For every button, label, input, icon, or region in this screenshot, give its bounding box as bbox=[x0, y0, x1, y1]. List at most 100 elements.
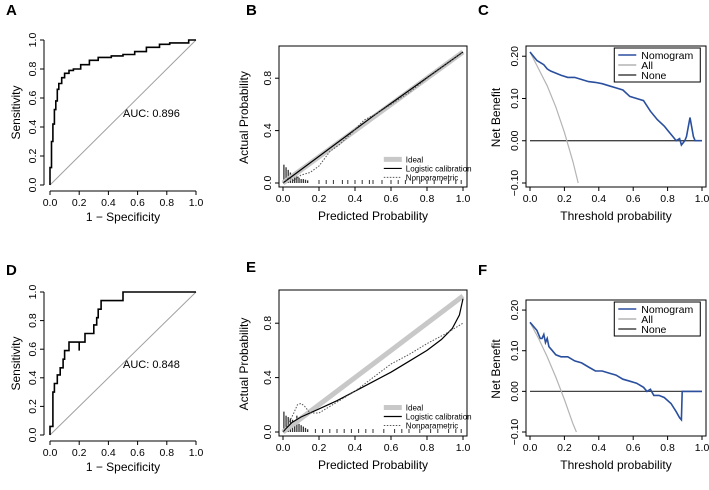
y-axis-label: Sensitivity bbox=[9, 85, 23, 139]
x-tick-label: 0.6 bbox=[130, 197, 145, 209]
x-tick-label: 0.4 bbox=[348, 193, 363, 205]
x-tick-label: 0.8 bbox=[660, 193, 675, 205]
panel-letter-a: A bbox=[6, 2, 17, 19]
x-tick-label: 0.8 bbox=[159, 197, 174, 209]
y-tick-label: 0.10 bbox=[509, 88, 521, 109]
logistic-calibration-curve bbox=[282, 51, 464, 184]
panel-d-roc: 0.0 0.2 0.4 0.6 0.8 1.0 0.0 0.2 0.4 0.6 0.8 1.0 1 − … bbox=[9, 285, 203, 474]
y-tick-label: 0.0 bbox=[27, 428, 39, 443]
legend-label: None bbox=[641, 70, 666, 82]
y-tick-label: 0.00 bbox=[509, 381, 521, 402]
panel-letter-d: D bbox=[6, 262, 17, 279]
y-axis-label: Actual Probability bbox=[237, 71, 251, 164]
x-tick-label: 0.2 bbox=[557, 193, 572, 205]
panel-letter-f: F bbox=[478, 262, 487, 279]
x-tick-label: 0.8 bbox=[420, 193, 435, 205]
x-tick-label: 1.0 bbox=[695, 442, 709, 454]
x-tick-label: 0.4 bbox=[101, 197, 116, 209]
y-axis-label: Net Benefit bbox=[489, 87, 503, 147]
x-tick-label: 1.0 bbox=[695, 193, 709, 205]
x-tick-label: 0.2 bbox=[72, 197, 87, 209]
y-tick-label: 0.6 bbox=[27, 91, 39, 106]
x-tick-label: 0.2 bbox=[312, 442, 327, 454]
y-axis-label: Net Benefit bbox=[489, 339, 503, 399]
x-tick-label: 0.6 bbox=[626, 442, 641, 454]
nomogram-curve bbox=[529, 51, 702, 147]
legend-label: Logistic calibration bbox=[406, 413, 472, 422]
y-tick-label: 0.8 bbox=[27, 313, 39, 328]
x-tick-label: 0.0 bbox=[276, 193, 291, 205]
panel-b-calibration: 0.0 0.2 0.4 0.6 0.8 1.0 0.0 0.4 0.8 Predicted Pro… bbox=[237, 45, 472, 223]
y-tick-label: 0.8 bbox=[27, 62, 39, 77]
x-axis-label: 1 − Specificity bbox=[86, 460, 160, 474]
panel-c-decision-curve: 0.0 0.2 0.4 0.6 0.8 1.0 −0.10 0.00 0.10 0.20 Thres… bbox=[489, 45, 709, 223]
panel-f-decision-curve: 0.0 0.2 0.4 0.6 0.8 1.0 −0.10 0.00 0.10 0.20 Thres… bbox=[489, 299, 709, 472]
legend-label: Logistic calibration bbox=[406, 164, 472, 173]
panel-letter-e: E bbox=[246, 259, 256, 276]
nonparametric-curve bbox=[282, 322, 464, 433]
panel-letter-c: C bbox=[478, 2, 489, 19]
x-tick-label: 1.0 bbox=[189, 447, 204, 459]
panel-letter-b: B bbox=[246, 2, 257, 19]
y-tick-label: 0.4 bbox=[27, 120, 39, 135]
y-axis-label: Actual Probability bbox=[237, 318, 251, 411]
all-line bbox=[529, 51, 579, 184]
y-tick-label: 1.0 bbox=[27, 285, 39, 300]
y-tick-label: 0.8 bbox=[262, 316, 274, 331]
x-tick-label: 0.6 bbox=[384, 193, 399, 205]
ideal-line bbox=[281, 294, 465, 434]
legend-label: None bbox=[641, 324, 666, 336]
x-axis-label: Predicted Probability bbox=[318, 458, 428, 472]
y-tick-label: 1.0 bbox=[27, 33, 39, 48]
legend-label: All bbox=[641, 60, 653, 72]
y-tick-label: 0.0 bbox=[262, 176, 274, 191]
nonparametric-curve bbox=[282, 51, 464, 184]
y-tick-label: 0.0 bbox=[27, 178, 39, 193]
y-tick-label: 0.2 bbox=[27, 399, 39, 414]
nomogram-curve bbox=[529, 321, 702, 422]
auc-annotation: AUC: 0.896 bbox=[123, 108, 180, 120]
y-tick-label: 0.0 bbox=[262, 425, 274, 440]
x-tick-label: 0.0 bbox=[523, 442, 538, 454]
x-tick-label: 0.2 bbox=[72, 447, 87, 459]
y-tick-label: −0.10 bbox=[509, 170, 521, 197]
legend-label: Ideal bbox=[406, 404, 424, 413]
legend-label: All bbox=[641, 314, 653, 326]
roc-curve bbox=[49, 39, 196, 185]
reference-diagonal-line bbox=[49, 39, 197, 186]
x-tick-label: 0.0 bbox=[43, 197, 58, 209]
roc-curve bbox=[49, 291, 196, 435]
auc-annotation: AUC: 0.848 bbox=[123, 359, 180, 371]
x-tick-label: 0.4 bbox=[101, 447, 116, 459]
y-tick-label: 0.2 bbox=[27, 149, 39, 164]
y-tick-label: 0.4 bbox=[262, 370, 274, 385]
logistic-calibration-curve bbox=[282, 298, 464, 433]
x-tick-label: 0.2 bbox=[312, 193, 327, 205]
y-tick-label: 0.20 bbox=[509, 46, 521, 67]
x-tick-label: 0.8 bbox=[159, 447, 174, 459]
y-tick-label: 0.4 bbox=[262, 123, 274, 138]
reference-diagonal-line bbox=[49, 291, 197, 436]
y-tick-label: 0.10 bbox=[509, 340, 521, 361]
legend-label: Nomogram bbox=[641, 304, 693, 316]
y-tick-label: 0.20 bbox=[509, 300, 521, 321]
x-tick-label: 0.0 bbox=[276, 442, 291, 454]
x-tick-label: 0.2 bbox=[557, 442, 572, 454]
x-tick-label: 0.8 bbox=[420, 442, 435, 454]
legend-label: Ideal bbox=[406, 155, 424, 164]
legend-label: Nonparametric bbox=[406, 173, 458, 182]
x-axis-label: 1 − Specificity bbox=[86, 210, 160, 224]
legend-label: Nonparametric bbox=[406, 422, 458, 431]
x-tick-label: 0.4 bbox=[591, 193, 606, 205]
y-tick-label: 0.8 bbox=[262, 71, 274, 86]
y-tick-label: −0.10 bbox=[509, 419, 521, 446]
panel-e-calibration: 0.0 0.2 0.4 0.6 0.8 1.0 0.0 0.4 0.8 Predicted Pro… bbox=[237, 289, 472, 472]
x-axis-label: Threshold probability bbox=[560, 209, 671, 223]
y-tick-label: 0.4 bbox=[27, 370, 39, 385]
panel-a-roc: 0.0 0.2 0.4 0.6 0.8 1.0 0.0 0.2 0.4 0.6 0.8 1.0 1 − … bbox=[9, 33, 203, 224]
legend-label: Nomogram bbox=[641, 50, 693, 62]
y-tick-label: 0.00 bbox=[509, 130, 521, 151]
x-tick-label: 0.6 bbox=[130, 447, 145, 459]
x-tick-label: 0.4 bbox=[348, 442, 363, 454]
